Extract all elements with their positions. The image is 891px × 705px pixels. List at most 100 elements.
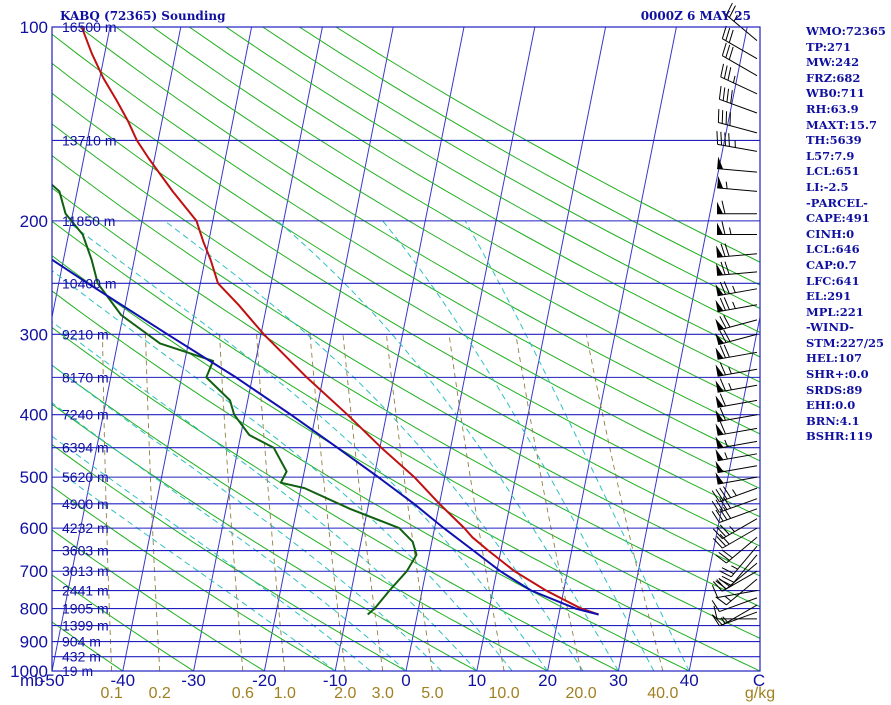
wind-barb [717, 200, 757, 215]
pressure-tick-label: 900 [20, 633, 48, 652]
dry-adiabat-line [299, 27, 760, 286]
height-label: 4900 m [62, 496, 109, 512]
sounding-index: -WIND- [806, 320, 854, 335]
pressure-tick-label: 500 [20, 468, 48, 487]
moist-adiabat-line [464, 220, 690, 671]
dry-adiabat-line [52, 290, 691, 671]
wind-barb [715, 421, 758, 436]
height-label: 904 m [62, 634, 101, 650]
sounding-index: WMO:72365 [806, 24, 886, 38]
dry-adiabat-line [52, 220, 760, 639]
isotherm-line [476, 27, 607, 671]
dry-adiabat-line [189, 27, 760, 358]
isotherm-line [122, 27, 253, 671]
moist-adiabat-line [164, 220, 584, 671]
dry-adiabat-line [262, 27, 760, 310]
temperature-tick-label: -30 [181, 671, 206, 690]
wind-barbs [711, 2, 758, 627]
sounding-index: EL:291 [806, 289, 852, 304]
sounding-index: MPL:221 [806, 304, 864, 319]
isotherm-line [263, 27, 394, 671]
wind-barb [712, 518, 758, 540]
height-label: 19 m [62, 663, 93, 679]
temperature-tick-label: 40 [680, 671, 699, 690]
wind-barb [711, 585, 758, 598]
pressure-tick-label: 300 [20, 325, 48, 344]
wind-barb [715, 315, 758, 331]
pressure-tick-label: 800 [20, 600, 48, 619]
height-label: 1399 m [62, 618, 109, 634]
sounding-index: L57:7.9 [806, 148, 855, 163]
mixing-ratio-tick-label: 2.0 [334, 685, 356, 702]
wind-barb [715, 472, 758, 485]
sounding-index: SHR+:0.0 [806, 367, 869, 382]
dry-adiabat-line [52, 92, 760, 518]
isotherm-lines [52, 27, 760, 671]
dry-adiabat-line [52, 364, 549, 671]
wind-barb [721, 42, 758, 77]
isotherm-line [688, 314, 760, 671]
isotherm-line [547, 27, 677, 671]
height-label: 16500 m [62, 19, 116, 35]
height-label: 7240 m [62, 407, 109, 423]
height-label: 3603 m [62, 543, 109, 559]
moist-adiabat-line [52, 402, 407, 671]
sounding-index: EHI:0.0 [806, 398, 856, 413]
sounding-index: WB0:711 [806, 86, 865, 101]
isotherm-line [334, 27, 465, 671]
wind-barb [717, 156, 758, 173]
height-label: 8170 m [62, 369, 109, 385]
temperature-tick-label: 30 [609, 671, 628, 690]
isotherm-line [52, 27, 182, 671]
height-label: 5620 m [62, 469, 109, 485]
wind-barb [716, 131, 758, 152]
temperature-tick-label: -20 [252, 671, 277, 690]
dry-adiabat-line [78, 27, 760, 435]
temperature-tick-label: 0 [401, 671, 410, 690]
mixing-ratio-line [145, 334, 161, 671]
isotherm-line [193, 27, 323, 671]
sounding-index: CAP:0.7 [806, 257, 857, 272]
wind-barb [716, 243, 758, 258]
mixing-ratio-line [256, 334, 286, 671]
sounding-index: LCL:646 [806, 242, 860, 257]
dry-adiabat-line [52, 154, 760, 577]
wind-barb [715, 378, 758, 393]
pressure-tick-label: 400 [20, 406, 48, 425]
mixing-ratio-tick-label: 0.1 [101, 685, 123, 702]
mixing-ratio-tick-label: 40.0 [647, 685, 678, 702]
dry-adiabat-line [52, 574, 195, 671]
dry-adiabat-line [225, 27, 760, 334]
wind-barb [719, 545, 758, 578]
sounding-index: LCL:651 [806, 164, 860, 179]
dry-adiabat-line [52, 187, 760, 608]
sounding-index: LI:-2.5 [806, 179, 849, 194]
sounding-index: -PARCEL- [806, 195, 868, 210]
dry-adiabat-lines [52, 27, 760, 671]
wind-barb [715, 344, 758, 360]
wind-barb [715, 448, 758, 462]
dry-adiabat-line [52, 326, 620, 671]
mixing-ratio-line [515, 334, 582, 671]
wind-barb [715, 460, 758, 474]
mixing-ratio-tick-label: 3.0 [372, 685, 394, 702]
wind-barb [718, 86, 758, 114]
moist-adiabat-line [66, 220, 549, 671]
wind-barb [715, 329, 758, 346]
mixing-ratio-tick-label: 1.0 [274, 685, 296, 702]
dry-adiabat-line [152, 27, 760, 383]
wind-barb [717, 221, 757, 236]
sounding-index: LFC:641 [806, 273, 860, 288]
moist-adiabat-line [52, 435, 371, 671]
mixing-ratio-tick-label: 20.0 [565, 685, 596, 702]
wind-barb [711, 597, 758, 613]
height-label: 2441 m [62, 583, 109, 599]
wind-barb [725, 2, 758, 42]
mixing-ratio-lines [102, 334, 664, 671]
temperature-tick-label: -10 [323, 671, 348, 690]
wind-barb [715, 578, 758, 606]
temperature-tick-label: 10 [467, 671, 486, 690]
wind-barb [716, 261, 758, 276]
sounding-traces [52, 27, 599, 616]
